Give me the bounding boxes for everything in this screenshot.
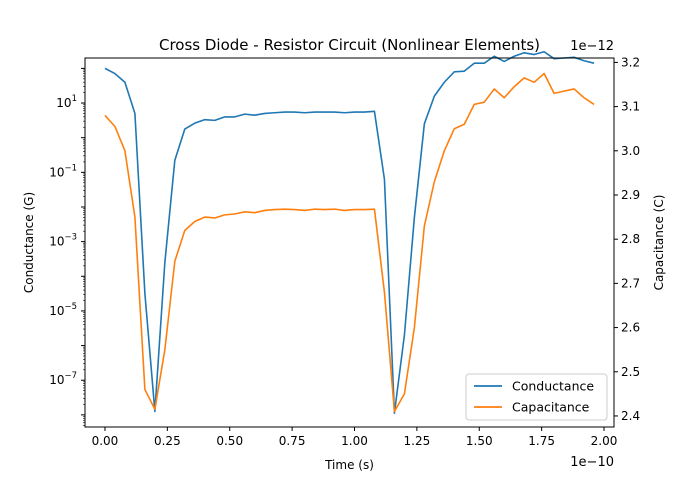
x-tick-label: 0.75 — [279, 434, 306, 448]
x-tick-label: 0.25 — [154, 434, 181, 448]
y-axis-left: 101 10−1 10−3 10−5 10−7 — [49, 67, 85, 426]
series-line-capacitance — [104, 72, 595, 413]
y-right-tick-label: 2.9 — [621, 188, 640, 202]
x-tick-label: 2.00 — [591, 434, 618, 448]
x-tick-label: 1.00 — [341, 434, 368, 448]
y-left-tick-label: 101 — [56, 94, 77, 110]
series-line-conductance — [104, 50, 595, 414]
x-tick-label: 0.00 — [92, 434, 119, 448]
x-axis: 0.00 0.25 0.50 0.75 1.00 1.25 1.50 1.75 2.00 — [92, 427, 618, 448]
y-left-tick-label: 10−1 — [49, 163, 77, 179]
y-axis-left-label: Conductance (G) — [22, 192, 36, 293]
y-right-tick-label: 3.2 — [621, 55, 640, 69]
y-right-tick-label: 2.8 — [621, 232, 640, 246]
y-right-tick-label: 2.7 — [621, 276, 640, 290]
axes-frame — [84, 57, 615, 428]
x-tick-label: 0.50 — [216, 434, 243, 448]
y-axis-right: 2.4 2.5 2.6 2.7 2.8 2.9 3.0 3.1 3.2 — [614, 55, 640, 423]
legend-label-conductance: Conductance — [512, 379, 594, 394]
x-tick-label: 1.75 — [528, 434, 555, 448]
y-right-tick-label: 2.6 — [621, 321, 640, 335]
x-axis-label: Time (s) — [324, 458, 374, 472]
plot-area — [104, 50, 595, 414]
y-left-tick-label: 10−3 — [49, 233, 77, 249]
y-right-tick-label: 2.5 — [621, 365, 640, 379]
legend: Conductance Capacitance — [465, 373, 608, 421]
x-axis-scale-label: 1e−10 — [570, 455, 614, 470]
chart-title: Cross Diode - Resistor Circuit (Nonlinea… — [159, 36, 540, 54]
y-right-tick-label: 3.0 — [621, 144, 640, 158]
x-tick-label: 1.25 — [404, 434, 431, 448]
y-right-tick-label: 2.4 — [621, 409, 640, 423]
y-left-tick-label: 10−7 — [49, 371, 77, 387]
x-tick-label: 1.50 — [466, 434, 493, 448]
legend-label-capacitance: Capacitance — [512, 400, 590, 415]
y-right-tick-label: 3.1 — [621, 100, 640, 114]
y-axis-right-scale-label: 1e−12 — [570, 39, 614, 54]
y-left-tick-label: 10−5 — [49, 302, 77, 318]
y-axis-right-label: Capacitance (C) — [652, 195, 666, 291]
